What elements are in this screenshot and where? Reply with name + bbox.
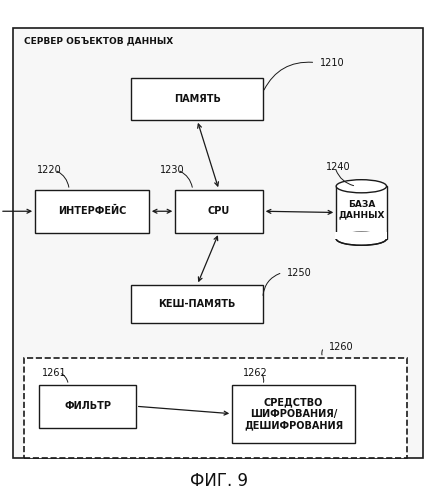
Text: ИНТЕРФЕЙС: ИНТЕРФЕЙС	[58, 206, 126, 216]
Ellipse shape	[336, 180, 386, 193]
Text: СЕРВЕР ОБЪЕКТОВ ДАННЫХ: СЕРВЕР ОБЪЕКТОВ ДАННЫХ	[24, 36, 173, 46]
Bar	[39, 385, 136, 428]
Bar	[13, 28, 423, 458]
Text: 1210: 1210	[320, 58, 344, 68]
Text: 1240: 1240	[326, 162, 351, 172]
Bar	[175, 190, 263, 232]
Bar	[232, 385, 355, 442]
Text: CPU: CPU	[208, 206, 230, 216]
Bar	[336, 186, 386, 239]
Bar	[131, 285, 263, 323]
Bar	[24, 358, 407, 458]
Text: ФИГ. 9: ФИГ. 9	[190, 472, 248, 490]
Text: 1261: 1261	[42, 368, 66, 378]
Bar	[131, 78, 263, 120]
Text: 1220: 1220	[37, 165, 62, 175]
Text: 1262: 1262	[243, 368, 268, 378]
Text: БАЗА
ДАННЫХ: БАЗА ДАННЫХ	[338, 200, 385, 220]
Text: 1230: 1230	[160, 165, 184, 175]
Text: ПАМЯТЬ: ПАМЯТЬ	[173, 94, 221, 104]
Ellipse shape	[336, 232, 386, 245]
Text: КЕШ-ПАМЯТЬ: КЕШ-ПАМЯТЬ	[159, 299, 236, 309]
Text: ФИЛЬТР: ФИЛЬТР	[64, 401, 111, 411]
Bar	[35, 190, 149, 232]
Text: СРЕДСТВО
ШИФРОВАНИЯ/
ДЕШИФРОВАНИЯ: СРЕДСТВО ШИФРОВАНИЯ/ ДЕШИФРОВАНИЯ	[244, 397, 343, 430]
Text: 1250: 1250	[287, 268, 312, 278]
Text: 1260: 1260	[328, 342, 353, 352]
Bar	[336, 232, 387, 239]
